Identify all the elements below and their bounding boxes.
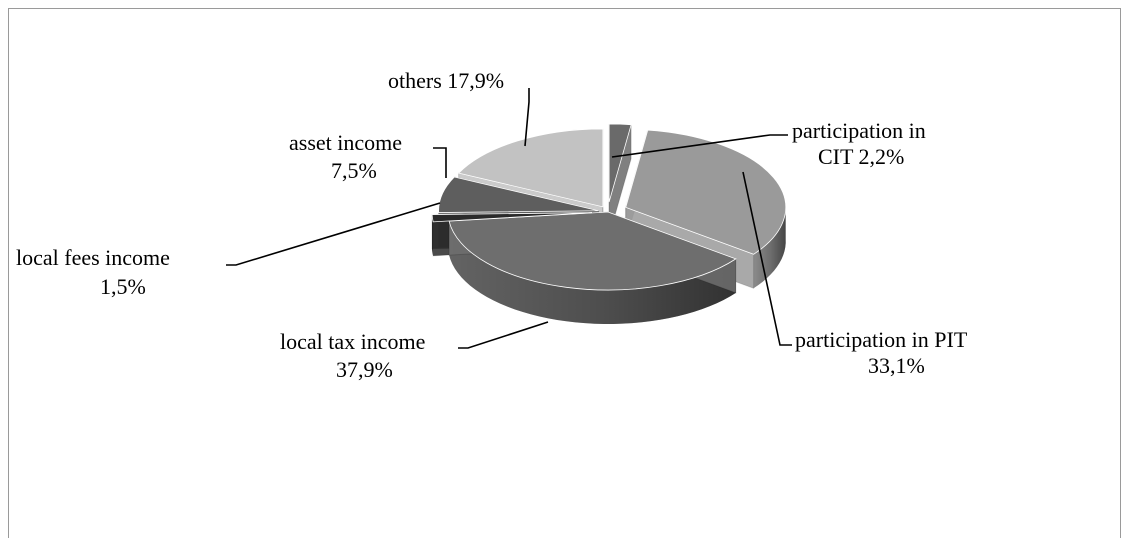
slice-labels: participation in CIT 2,2% participation … <box>16 68 968 382</box>
label-tax-line2: 37,9% <box>336 357 393 382</box>
slice-others <box>457 128 604 208</box>
leader-lines <box>226 88 792 349</box>
slice-participation-in-PIT <box>625 129 787 255</box>
leader-tax <box>458 321 549 349</box>
label-cit-line2: CIT 2,2% <box>818 144 904 169</box>
slice-local-tax-income <box>448 211 737 291</box>
leader-asset <box>433 147 447 178</box>
label-others: others 17,9% <box>388 68 504 93</box>
leader-cit <box>611 134 788 158</box>
label-asset-line2: 7,5% <box>331 158 377 183</box>
leader-pit <box>742 171 792 346</box>
label-pit-line1: participation in PIT <box>795 327 968 352</box>
leader-others <box>524 88 530 147</box>
label-fees-line1: local fees income <box>16 245 170 270</box>
label-cit-line1: participation in <box>792 118 926 143</box>
label-pit-line2: 33,1% <box>868 353 925 378</box>
label-tax-line1: local tax income <box>280 329 425 354</box>
slice-participation-in-CIT <box>608 123 632 203</box>
pie-slices <box>431 123 787 324</box>
label-asset-line1: asset income <box>289 130 402 155</box>
slice-asset-income <box>438 176 599 213</box>
slice-local-fees-income <box>431 212 593 223</box>
leader-fees <box>226 202 441 266</box>
label-fees-line2: 1,5% <box>100 274 146 299</box>
